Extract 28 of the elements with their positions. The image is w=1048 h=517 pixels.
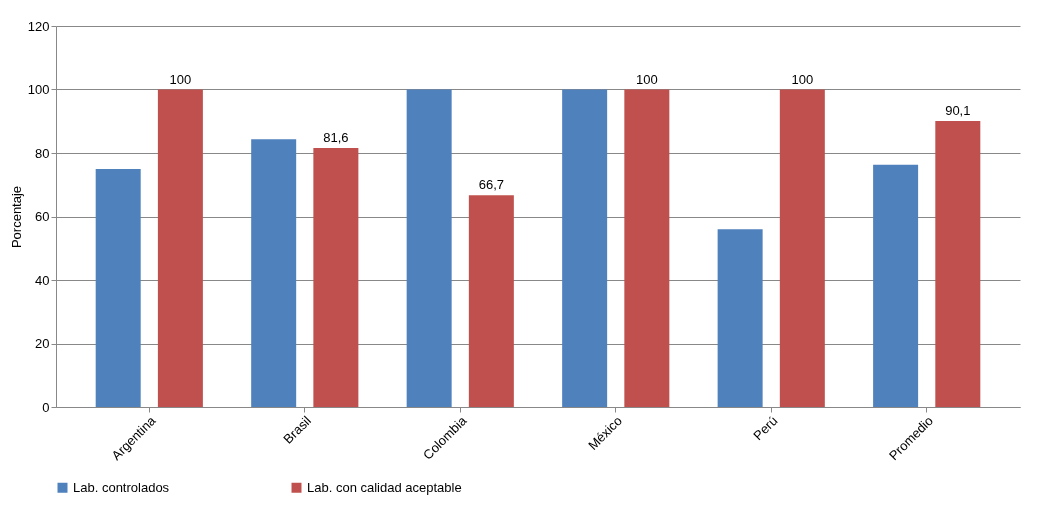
data-label: 100: [791, 71, 814, 87]
y-tick-label: 20: [35, 336, 50, 351]
legend-label: Lab. controlados: [73, 479, 170, 495]
data-label: 81,6: [323, 129, 349, 145]
bar: [935, 120, 981, 407]
y-tick-label: 60: [35, 209, 50, 224]
bar: [873, 164, 919, 407]
bar: [468, 195, 514, 407]
y-tick-label: 120: [27, 18, 50, 34]
data-label: 100: [169, 71, 192, 87]
bar: [717, 229, 763, 407]
bar: [95, 168, 141, 407]
bar: [562, 89, 608, 407]
y-tick-label: 0: [42, 399, 50, 415]
y-tick-label: 40: [35, 272, 50, 288]
data-label: 100: [635, 71, 658, 87]
y-tick-label: 80: [35, 145, 50, 161]
bar: [406, 89, 452, 407]
bar: [779, 89, 825, 407]
bar: [251, 139, 297, 407]
data-label: 66,7: [478, 177, 505, 193]
y-axis-title: Porcentaje: [8, 185, 24, 249]
bar: [313, 147, 359, 407]
data-label: 90,1: [945, 102, 971, 118]
bar: [624, 89, 670, 407]
bar: [157, 89, 203, 407]
legend-label: Lab. con calidad aceptable: [307, 479, 462, 495]
y-tick-label: 100: [27, 82, 50, 97]
